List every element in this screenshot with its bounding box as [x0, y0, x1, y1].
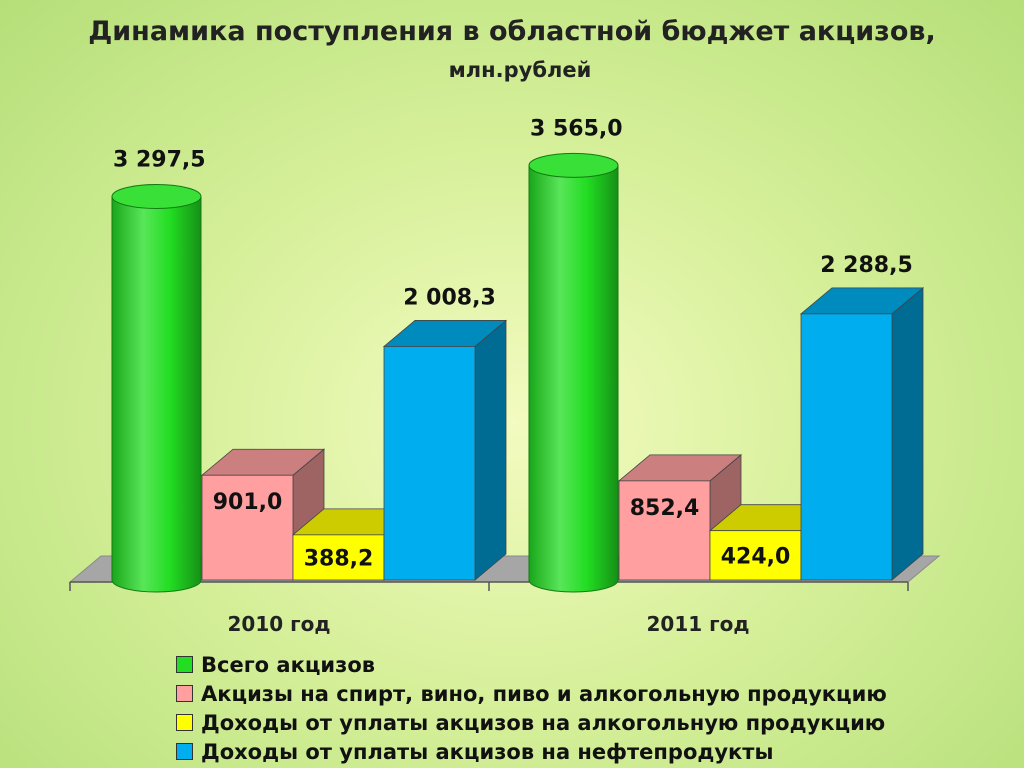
data-label: 2 288,5 — [820, 253, 913, 278]
bar-cylinder — [111, 196, 202, 593]
legend-swatch — [176, 714, 193, 731]
data-label: 3 297,5 — [113, 148, 206, 173]
bar-chart: 3 297,5 901,0 388,2 2 008,3 2010 год 3 565,0 8… — [68, 116, 941, 636]
bar — [383, 346, 476, 581]
data-label: 2 008,3 — [403, 285, 496, 310]
bar — [201, 474, 294, 581]
data-label: 852,4 — [630, 496, 700, 521]
legend-label: Доходы от уплаты акцизов на нефтепродукт… — [201, 739, 774, 764]
legend: Всего акцизов Акцизы на спирт, вино, пив… — [176, 650, 887, 766]
bar — [618, 480, 711, 581]
legend-label: Всего акцизов — [201, 652, 376, 677]
legend-item: Всего акцизов — [176, 650, 887, 679]
legend-item: Доходы от уплаты акцизов на алкогольную … — [176, 708, 887, 737]
bar-cylinder-top — [528, 152, 619, 178]
category-label: 2011 год — [647, 612, 750, 636]
bar-cylinder — [528, 164, 619, 593]
legend-swatch — [176, 685, 193, 702]
legend-swatch — [176, 743, 193, 760]
data-label: 3 565,0 — [530, 116, 623, 141]
category-label: 2010 год — [228, 612, 331, 636]
data-label: 424,0 — [721, 544, 791, 569]
bar-cylinder-top — [111, 184, 202, 210]
bar-side — [474, 319, 507, 581]
data-label: 901,0 — [213, 490, 283, 515]
legend-item: Акцизы на спирт, вино, пиво и алкогольну… — [176, 679, 887, 708]
bar-side — [891, 286, 924, 581]
chart-subtitle: млн.рублей — [448, 58, 592, 82]
legend-label: Акцизы на спирт, вино, пиво и алкогольну… — [201, 681, 887, 706]
bar — [709, 530, 802, 581]
legend-swatch — [176, 656, 193, 673]
legend-item: Доходы от уплаты акцизов на нефтепродукт… — [176, 737, 887, 766]
bar — [800, 313, 893, 581]
chart-title: Динамика поступления в областной бюджет … — [88, 16, 936, 47]
data-label: 388,2 — [304, 546, 374, 571]
legend-label: Доходы от уплаты акцизов на алкогольную … — [201, 710, 886, 735]
